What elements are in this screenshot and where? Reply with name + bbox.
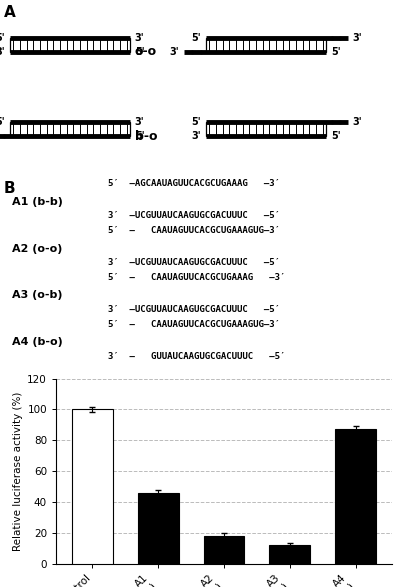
- Text: 5′  –   CAAUAGUUCACGCUGAAAG   –3′: 5′ – CAAUAGUUCACGCUGAAAG –3′: [108, 273, 285, 282]
- Bar: [138, 492, 178, 564]
- Text: B: B: [4, 181, 16, 196]
- Text: b-o: b-o: [135, 130, 157, 143]
- Bar: [72, 410, 113, 564]
- Bar: [206, 38, 326, 52]
- Bar: [204, 536, 244, 564]
- Text: 3': 3': [135, 117, 144, 127]
- Bar: [206, 38, 326, 52]
- Text: A1 (b-b): A1 (b-b): [12, 197, 63, 207]
- Text: A: A: [4, 5, 16, 21]
- Text: 3': 3': [0, 47, 5, 57]
- Text: o-o: o-o: [135, 45, 157, 59]
- Bar: [270, 545, 310, 564]
- Bar: [335, 430, 376, 564]
- Y-axis label: Relative luciferase activity (%): Relative luciferase activity (%): [13, 392, 23, 551]
- Text: 3': 3': [353, 117, 362, 127]
- Text: 3′  –UCGUUAUCAAGUGCGACUUUC   –5′: 3′ –UCGUUAUCAAGUGCGACUUUC –5′: [108, 211, 280, 220]
- Text: 5': 5': [192, 33, 201, 43]
- Text: 3′  –UCGUUAUCAAGUGCGACUUUC   –5′: 3′ –UCGUUAUCAAGUGCGACUUUC –5′: [108, 305, 280, 314]
- Text: A3 (o-b): A3 (o-b): [12, 291, 62, 301]
- Text: 5': 5': [135, 47, 144, 57]
- Text: 3': 3': [353, 33, 362, 43]
- Text: 3′  –   GUUAUCAAGUGCGACUUUC   –5′: 3′ – GUUAUCAAGUGCGACUUUC –5′: [108, 352, 285, 361]
- Text: 5': 5': [135, 131, 144, 141]
- Bar: [10, 122, 130, 136]
- Text: 5′  –AGCAAUAGUUCACGCUGAAAG   –3′: 5′ –AGCAAUAGUUCACGCUGAAAG –3′: [108, 179, 280, 188]
- Text: 5': 5': [331, 131, 340, 141]
- Text: 3': 3': [135, 33, 144, 43]
- Text: 5′  –   CAAUAGUUCACGCUGAAAGUG–3′: 5′ – CAAUAGUUCACGCUGAAAGUG–3′: [108, 226, 280, 235]
- Text: 3': 3': [192, 131, 201, 141]
- Text: 5': 5': [0, 117, 5, 127]
- Bar: [10, 38, 130, 52]
- Text: 5': 5': [331, 47, 340, 57]
- Bar: [10, 122, 130, 136]
- Text: 3': 3': [170, 47, 179, 57]
- Text: 5': 5': [192, 117, 201, 127]
- Bar: [10, 38, 130, 52]
- Text: 3′  –UCGUUAUCAAGUGCGACUUUC   –5′: 3′ –UCGUUAUCAAGUGCGACUUUC –5′: [108, 258, 280, 267]
- Text: A2 (o-o): A2 (o-o): [12, 244, 62, 254]
- Text: A4 (b-o): A4 (b-o): [12, 338, 63, 348]
- Text: 5′  –   CAAUAGUUCACGCUGAAAGUG–3′: 5′ – CAAUAGUUCACGCUGAAAGUG–3′: [108, 320, 280, 329]
- Bar: [206, 122, 326, 136]
- Text: 5': 5': [0, 33, 5, 43]
- Bar: [206, 122, 326, 136]
